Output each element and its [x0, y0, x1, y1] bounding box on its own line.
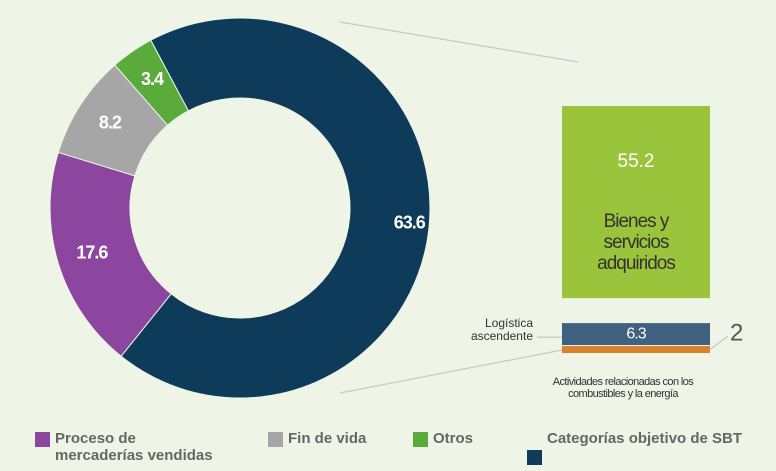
category-label: Logística ascendente	[470, 316, 533, 344]
data-label: 6.3	[626, 325, 646, 342]
bar-segment	[562, 346, 710, 353]
connector-line	[339, 349, 563, 394]
legend-label: Otros	[433, 430, 474, 447]
legend-swatch	[268, 432, 283, 447]
legend-label: Categorías objetivo de SBT	[547, 430, 743, 447]
data-label: 55.2	[618, 151, 655, 172]
legend-label: Proceso de mercaderías vendidas	[55, 430, 213, 464]
legend-label: Fin de vida	[288, 430, 367, 447]
data-label: 3.4	[141, 69, 164, 89]
legend-swatch	[527, 450, 542, 465]
data-label: 8.2	[99, 113, 122, 133]
bar-segment	[562, 323, 710, 346]
bar-segment	[562, 106, 710, 299]
donut-slice	[49, 151, 172, 357]
legend-swatch	[35, 432, 50, 447]
legend-swatch	[413, 432, 428, 447]
donut-slice	[114, 39, 190, 126]
connector-line	[339, 21, 579, 63]
leader-line	[709, 335, 729, 350]
data-label: 63.6	[394, 213, 426, 233]
category-label: Bienes y servicios adquiridos	[597, 211, 676, 274]
data-label: 2	[730, 319, 743, 346]
category-label: Actividades relacionadas con los combust…	[552, 376, 694, 401]
donut-slice	[120, 17, 431, 399]
data-label: 17.6	[76, 242, 108, 262]
